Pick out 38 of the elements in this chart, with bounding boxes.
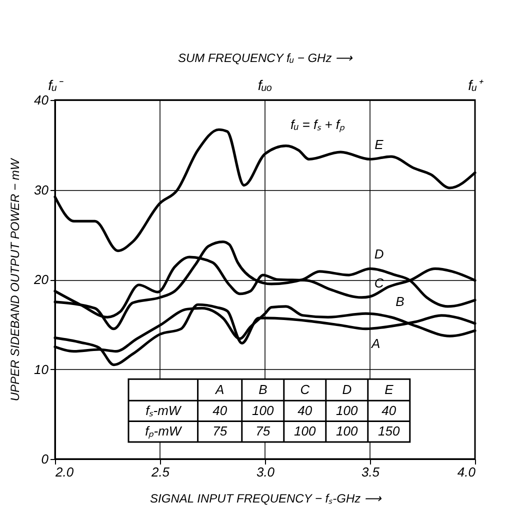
annotation: fₚ-mW [145, 424, 183, 440]
annotation: D [342, 382, 352, 397]
annotation: 40 [212, 402, 228, 418]
y-tick-label: 20 [33, 272, 50, 287]
annotation: 40 [298, 402, 313, 418]
annotation: 100 [336, 424, 359, 439]
annotation: fₛ-mW [146, 402, 182, 418]
annotation: 75 [256, 424, 271, 439]
y-tick-label: 0 [41, 452, 50, 466]
text: fᵤ⁻ [48, 77, 64, 93]
text: fᵤ⁺ [468, 77, 484, 93]
text: fᵤₒ [258, 77, 272, 93]
x-tick-label: 3.0 [256, 464, 276, 480]
y-axis-title: UPPER SIDEBAND OUTPUT POWER − mW [8, 157, 22, 402]
annotation: 100 [336, 402, 359, 418]
x-tick-label: 4.0 [457, 464, 476, 480]
annotation: E [384, 382, 394, 397]
series-label: A [370, 336, 380, 351]
y-tick-label: 40 [34, 92, 50, 108]
series-label: B [396, 294, 405, 310]
annotation: 150 [378, 424, 401, 439]
annotation: A [214, 382, 224, 397]
x-tick-label: 3.5 [361, 464, 380, 480]
x-axis-title: SIGNAL INPUT FREQUENCY − fₛ-GHz ⟶ [150, 492, 382, 506]
annotation: 40 [382, 402, 397, 418]
annotation: 100 [294, 424, 317, 439]
series-label: E [374, 137, 384, 152]
annotation: C [300, 382, 310, 397]
text: SUM FREQUENCY fᵤ − GHz ⟶ [178, 51, 354, 65]
annotation: fᵤ = fₛ + fₚ [290, 117, 346, 134]
series-label: D [374, 246, 384, 262]
y-tick-label: 10 [34, 362, 50, 377]
annotation: 75 [212, 424, 228, 439]
annotation: 100 [252, 402, 275, 418]
x-tick-label: 2.0 [54, 464, 74, 480]
annotation: B [258, 382, 268, 397]
x-tick-label: 2.5 [150, 464, 170, 480]
y-tick-label: 30 [34, 182, 50, 198]
